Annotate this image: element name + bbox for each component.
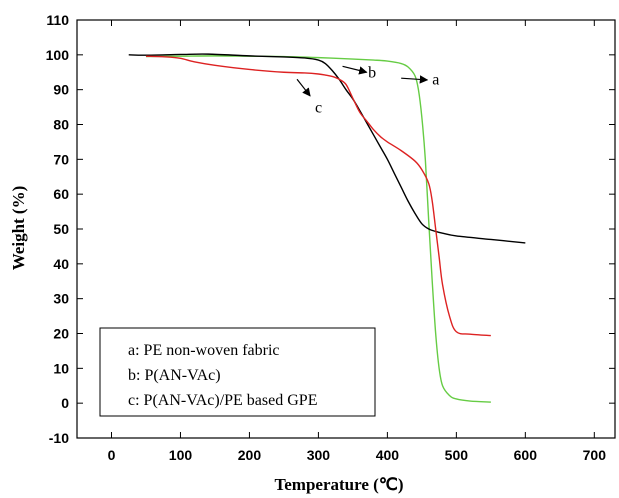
legend: a: PE non-woven fabric b: P(AN-VAc) c: P…: [99, 327, 376, 417]
y-tick-label: 40: [53, 256, 69, 272]
x-tick-label: 500: [445, 447, 469, 463]
legend-entry-c: c: P(AN-VAc)/PE based GPE: [128, 392, 317, 409]
y-tick-label: 50: [53, 221, 69, 237]
x-axis-title: Temperature (℃): [274, 475, 403, 494]
annotation-arrow-c: [296, 78, 311, 97]
y-tick-label: 100: [46, 47, 70, 63]
y-tick-label: 70: [53, 151, 69, 167]
x-axis: 0 100 200 300 400 500 600 700: [108, 20, 607, 463]
y-tick-label: 20: [53, 326, 69, 342]
series-layer: [128, 53, 526, 403]
annotation-arrow-b: [342, 65, 368, 75]
annotation-label-a: a: [432, 71, 439, 88]
annotation-label-b: b: [368, 64, 376, 81]
y-tick-label: 60: [53, 186, 69, 202]
x-tick-label: 400: [376, 447, 400, 463]
annotation-arrow-a: [401, 75, 429, 84]
x-tick-label: 0: [108, 447, 116, 463]
y-tick-label: 90: [53, 82, 69, 98]
y-tick-label: 80: [53, 117, 69, 133]
y-tick-label: 110: [46, 12, 69, 28]
annotation-layer: a b c: [296, 64, 439, 116]
legend-entry-b: b: P(AN-VAc): [128, 367, 221, 384]
annotation-label-c: c: [315, 99, 322, 116]
x-tick-label: 100: [169, 447, 193, 463]
y-tick-label: -10: [49, 430, 69, 446]
x-tick-label: 200: [238, 447, 262, 463]
y-axis-title: Weight (%): [9, 186, 28, 271]
legend-entry-a: a: PE non-woven fabric: [128, 342, 280, 359]
y-tick-label: 10: [53, 360, 69, 376]
x-tick-label: 600: [514, 447, 538, 463]
y-tick-label: 0: [61, 395, 69, 411]
x-tick-label: 300: [307, 447, 331, 463]
y-axis: -10 0 10 20 30 40 50 60 70 80 90 100 110: [46, 12, 615, 446]
x-tick-label: 700: [583, 447, 607, 463]
series-line-b: [128, 53, 526, 244]
legend-box: [99, 327, 376, 417]
series-line-c: [145, 55, 491, 337]
y-tick-label: 30: [53, 291, 69, 307]
